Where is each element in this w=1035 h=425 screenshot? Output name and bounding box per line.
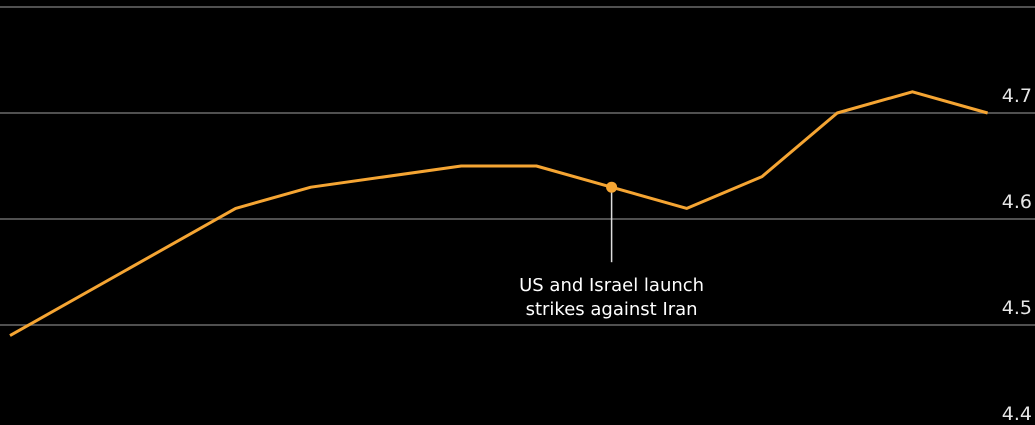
annotation-text: strikes against Iran: [526, 299, 698, 320]
annotation-text: US and Israel launch: [519, 275, 704, 296]
y-tick-label: 4.5: [1002, 297, 1032, 319]
y-tick-label: 4.7: [1002, 85, 1032, 107]
annotation-marker: [606, 181, 618, 193]
y-tick-label: 4.4: [1002, 403, 1032, 425]
y-tick-label: 4.6: [1002, 191, 1032, 213]
series-line: [9, 90, 989, 337]
